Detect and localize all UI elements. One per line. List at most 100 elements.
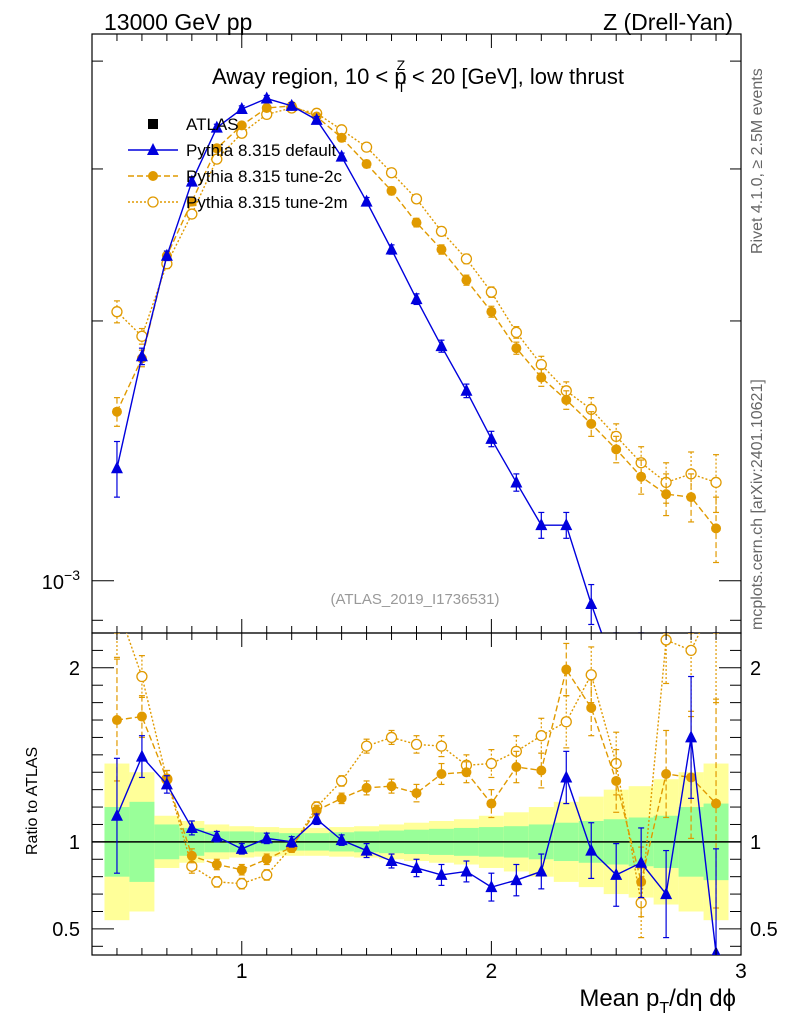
- ratio-point: [436, 768, 447, 779]
- data-point: [485, 431, 498, 444]
- legend-entry: Pythia 8.315 tune-2m: [128, 193, 348, 212]
- ratio-point: [486, 798, 497, 809]
- data-point: [410, 292, 423, 305]
- data-point: [260, 91, 273, 104]
- ratio-point: [186, 850, 197, 861]
- ratio-point: [560, 770, 573, 783]
- legend: ATLAS Pythia 8.315 default Pythia 8.315 tu…: [128, 115, 348, 212]
- ratio-point: [485, 880, 498, 893]
- data-point: [510, 326, 522, 339]
- data-point: [535, 518, 548, 531]
- ratio-point: [510, 873, 523, 886]
- data-point: [110, 461, 123, 474]
- data-point: [410, 193, 423, 205]
- ratio-point: [311, 805, 322, 816]
- ratio-point: [410, 860, 423, 873]
- data-point: [511, 343, 522, 354]
- legend-entry: ATLAS: [148, 115, 239, 134]
- legend-label: Pythia 8.315 default: [186, 141, 337, 160]
- legend-marker: [147, 196, 159, 208]
- data-point: [461, 275, 472, 286]
- chart-title-sub: T: [397, 79, 406, 95]
- ratio-point: [685, 730, 698, 743]
- data-point: [160, 248, 173, 261]
- data-point: [436, 244, 447, 255]
- ratio-point: [585, 843, 598, 856]
- data-point: [335, 149, 348, 162]
- ratio-ylabel: Ratio to ATLAS: [24, 747, 41, 855]
- ratio-point: [210, 829, 223, 842]
- ratio-point: [112, 600, 122, 610]
- ratio-point: [411, 788, 422, 799]
- ratio-point: [561, 664, 572, 675]
- ratio-y-tick-label-right: 1: [750, 832, 761, 854]
- series-pythia-8-315-tune-2c: [111, 100, 722, 564]
- data-point: [411, 217, 422, 228]
- data-point: [111, 406, 122, 417]
- ratio-y-tick-label: 1: [69, 832, 80, 854]
- mcplots-label: mcplots.cern.ch [arXiv:2401.10621]: [749, 379, 766, 630]
- data-point: [611, 444, 622, 455]
- data-point: [635, 667, 647, 679]
- ratio-point: [310, 812, 323, 825]
- data-point: [460, 253, 473, 265]
- main-y-ticks: 10−3: [42, 60, 741, 621]
- ratio-point: [136, 711, 147, 722]
- x-axis-label-sub: T: [659, 1000, 669, 1017]
- ratio-series-pythia-8-315-default: [110, 675, 721, 955]
- ratio-point: [385, 854, 398, 867]
- data-point: [686, 492, 697, 503]
- legend-entry: Pythia 8.315 default: [128, 141, 337, 160]
- ratio-point: [660, 887, 673, 900]
- data-point: [385, 167, 398, 179]
- ratio-point: [485, 757, 498, 770]
- data-point: [236, 120, 247, 131]
- x-tick-label: 2: [486, 960, 498, 983]
- ratio-y-tick-label: 0.5: [52, 919, 80, 941]
- data-point: [385, 242, 398, 255]
- ratio-point: [236, 864, 247, 875]
- ratio-point: [136, 670, 148, 683]
- data-point: [585, 596, 598, 609]
- data-point: [310, 112, 323, 125]
- ratio-point: [635, 855, 648, 868]
- ratio-point: [711, 798, 722, 809]
- ratio-y-ticks: 0.5 0.5 1 1 2 2: [52, 632, 778, 947]
- ratio-point: [110, 808, 123, 821]
- main-y-tick-base: 10: [42, 572, 64, 594]
- ratio-point: [236, 877, 248, 890]
- header-right: Z (Drell-Yan): [603, 9, 733, 35]
- ratio-point: [685, 644, 697, 657]
- legend-marker: [148, 119, 158, 129]
- data-point: [361, 158, 372, 169]
- ratio-point: [410, 738, 423, 751]
- ratio-point: [235, 841, 248, 854]
- data-point: [360, 141, 373, 153]
- ratio-point: [385, 731, 398, 744]
- main-y-tick-exp: −3: [64, 567, 80, 583]
- ratio-point: [511, 762, 522, 773]
- series-pythia-8-315-default: [110, 91, 720, 679]
- data-point: [135, 349, 148, 362]
- x-tick-label: 1: [236, 960, 248, 983]
- ratio-point: [536, 765, 547, 776]
- data-point: [210, 120, 223, 133]
- x-tick-label: 3: [735, 960, 747, 983]
- legend-label: Pythia 8.315 tune-2m: [186, 193, 348, 212]
- ratio-point: [535, 864, 548, 877]
- ratio-point: [535, 730, 547, 742]
- ratio-point: [386, 781, 397, 792]
- data-point: [561, 394, 572, 405]
- x-axis-label-suffix: /dη dϕ: [669, 985, 736, 1012]
- main-y-tick-label: 10−3: [42, 567, 80, 594]
- ratio-point: [285, 834, 298, 847]
- ratio-point: [261, 854, 272, 865]
- data-point: [485, 286, 498, 298]
- rivet-label: Rivet 4.1.0, ≥ 2.5M events: [749, 68, 766, 254]
- series-pythia-8-315-tune-2m: [111, 102, 722, 514]
- chart-title-prefix: Away region, 10 < p: [212, 64, 407, 89]
- ratio-point: [461, 767, 472, 778]
- main-panel: 10−3: [42, 33, 742, 679]
- x-axis-label: Mean pT/dη dϕ: [579, 985, 736, 1017]
- ratio-point: [585, 669, 597, 681]
